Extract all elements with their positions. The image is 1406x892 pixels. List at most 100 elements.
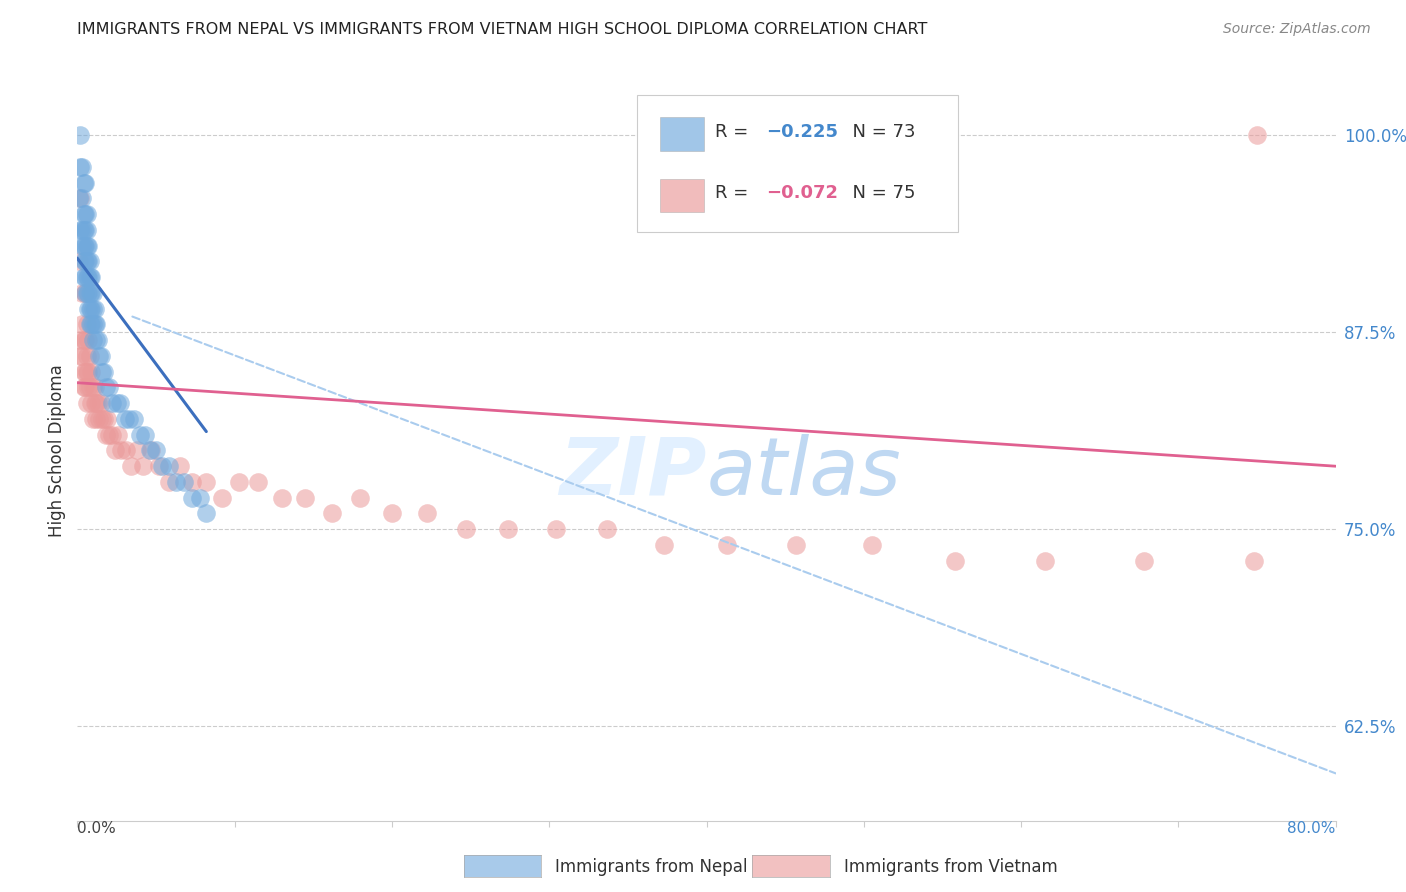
- Point: [82, 285, 104, 300]
- Point: [75, 223, 97, 237]
- Point: [72, 333, 94, 347]
- Point: [141, 443, 163, 458]
- Text: −0.225: −0.225: [766, 123, 838, 141]
- Point: [270, 491, 292, 505]
- Point: [83, 396, 105, 410]
- Point: [72, 365, 94, 379]
- Point: [165, 475, 187, 489]
- Point: [321, 507, 343, 521]
- Point: [96, 412, 118, 426]
- Point: [181, 491, 204, 505]
- Point: [75, 365, 97, 379]
- Point: [72, 254, 94, 268]
- Point: [75, 285, 97, 300]
- FancyBboxPatch shape: [637, 95, 959, 232]
- Point: [79, 349, 101, 363]
- Text: IMMIGRANTS FROM NEPAL VS IMMIGRANTS FROM VIETNAM HIGH SCHOOL DIPLOMA CORRELATION: IMMIGRANTS FROM NEPAL VS IMMIGRANTS FROM…: [77, 22, 928, 37]
- Point: [101, 427, 124, 442]
- Point: [76, 207, 98, 221]
- Point: [118, 412, 141, 426]
- Point: [157, 459, 180, 474]
- Point: [115, 443, 138, 458]
- Point: [77, 380, 100, 394]
- Point: [72, 238, 94, 252]
- Text: R =: R =: [716, 184, 755, 202]
- Point: [69, 128, 91, 143]
- Y-axis label: High School Diploma: High School Diploma: [48, 364, 66, 537]
- Point: [94, 380, 117, 394]
- Point: [181, 475, 204, 489]
- Point: [145, 443, 167, 458]
- Point: [716, 538, 738, 552]
- Point: [77, 365, 100, 379]
- Point: [294, 491, 316, 505]
- Point: [79, 318, 101, 332]
- Bar: [659, 118, 704, 151]
- Point: [82, 380, 104, 394]
- Text: atlas: atlas: [707, 434, 901, 512]
- Point: [80, 270, 103, 285]
- Point: [110, 443, 132, 458]
- Point: [69, 223, 91, 237]
- Point: [108, 396, 131, 410]
- Text: N = 75: N = 75: [841, 184, 915, 202]
- Point: [122, 412, 145, 426]
- Point: [76, 318, 98, 332]
- Point: [105, 396, 128, 410]
- Point: [70, 191, 93, 205]
- Point: [70, 238, 93, 252]
- Point: [544, 522, 567, 536]
- Point: [860, 538, 883, 552]
- Point: [79, 270, 101, 285]
- Text: ZIP: ZIP: [560, 434, 707, 512]
- Point: [120, 459, 142, 474]
- Point: [97, 427, 120, 442]
- Point: [77, 254, 100, 268]
- Point: [80, 318, 103, 332]
- Text: R =: R =: [716, 123, 755, 141]
- Point: [76, 396, 98, 410]
- Point: [247, 475, 270, 489]
- Point: [76, 349, 98, 363]
- Point: [94, 427, 117, 442]
- Point: [75, 285, 97, 300]
- Text: Immigrants from Nepal: Immigrants from Nepal: [555, 858, 748, 876]
- Point: [150, 459, 173, 474]
- Point: [82, 301, 104, 316]
- Point: [80, 301, 103, 316]
- Text: Source: ZipAtlas.com: Source: ZipAtlas.com: [1223, 22, 1371, 37]
- Point: [93, 365, 115, 379]
- Point: [114, 412, 136, 426]
- Point: [76, 238, 98, 252]
- Point: [72, 223, 94, 237]
- Point: [91, 412, 114, 426]
- Point: [454, 522, 477, 536]
- Point: [415, 507, 437, 521]
- Point: [84, 318, 107, 332]
- Point: [188, 491, 211, 505]
- Point: [77, 333, 100, 347]
- Point: [70, 160, 93, 174]
- Point: [83, 380, 105, 394]
- Point: [84, 333, 107, 347]
- Point: [173, 475, 195, 489]
- Text: −0.072: −0.072: [766, 184, 838, 202]
- Point: [75, 254, 97, 268]
- Text: 80.0%: 80.0%: [1288, 821, 1336, 836]
- Point: [76, 254, 98, 268]
- Point: [79, 285, 101, 300]
- Point: [83, 301, 105, 316]
- Point: [70, 223, 93, 237]
- Point: [77, 238, 100, 252]
- Point: [69, 333, 91, 347]
- Point: [138, 443, 160, 458]
- Point: [69, 160, 91, 174]
- Point: [195, 507, 218, 521]
- Point: [84, 396, 107, 410]
- Point: [82, 333, 104, 347]
- Point: [72, 380, 94, 394]
- Point: [134, 427, 156, 442]
- Point: [785, 538, 807, 552]
- Point: [76, 223, 98, 237]
- Point: [79, 301, 101, 316]
